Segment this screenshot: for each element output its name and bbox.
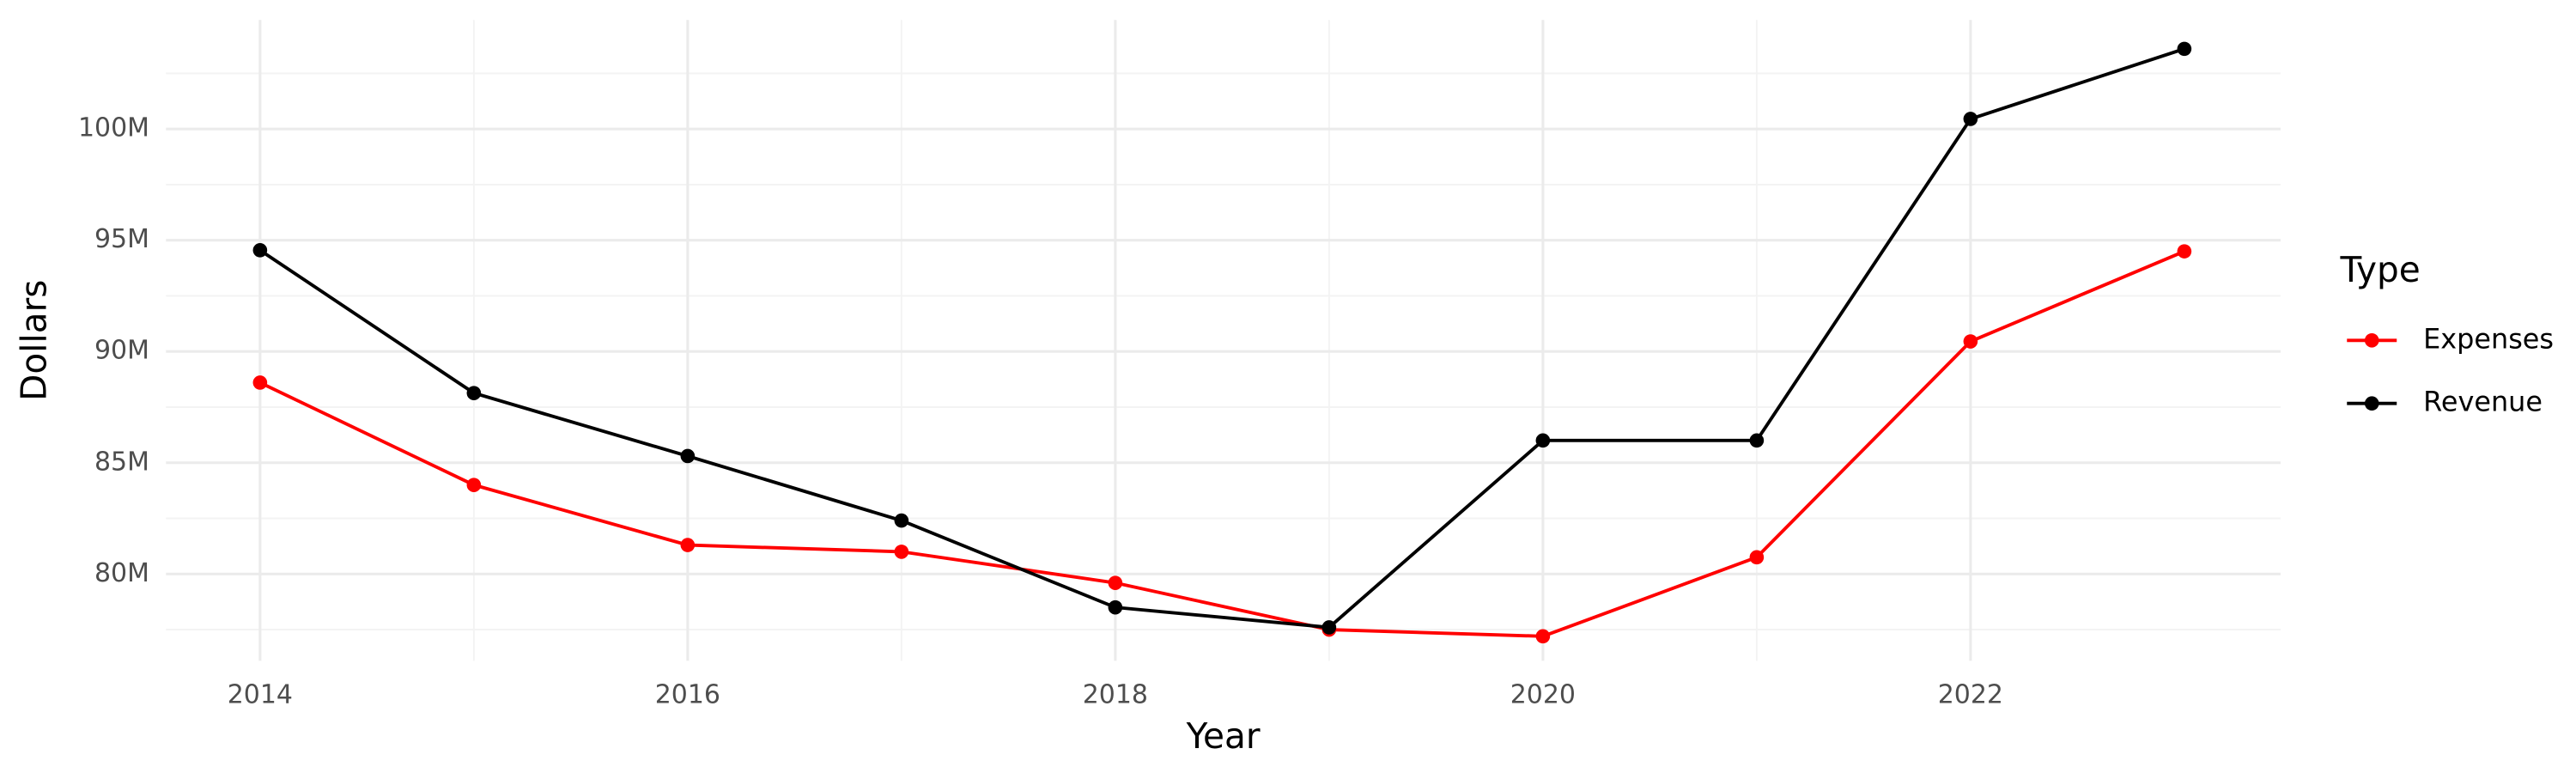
data-point [252,375,268,390]
data-point [466,478,482,492]
data-point [680,538,696,552]
legend-label: Expenses [2423,322,2554,355]
data-point [1535,433,1551,448]
data-point [1108,600,1123,615]
series-line [259,249,2185,638]
y-tick-label: 80M [94,558,149,588]
grid [166,20,2281,661]
data-point [1321,620,1337,635]
data-point [466,386,482,400]
legend-title: Type [2340,249,2421,290]
data-point [680,448,696,464]
legend-key-point [2364,396,2379,411]
data-point [1535,629,1551,644]
y-axis-title: Dollars [14,280,55,401]
y-tick-label: 90M [94,336,149,366]
data-point [1963,112,1978,126]
x-axis-title: Year [1186,715,1261,757]
data-point [2177,41,2192,57]
x-tick-label: 2018 [1083,679,1148,709]
legend-key-point [2364,332,2379,348]
y-tick-label: 95M [94,224,149,254]
series-line [258,47,2185,630]
x-tick-label: 2014 [228,679,293,709]
x-tick-label: 2016 [655,679,720,709]
data-point [1749,433,1765,448]
y-tick-label: 100M [78,113,149,143]
data-point [894,545,909,559]
data-point [2177,244,2192,259]
legend-label: Revenue [2423,386,2543,418]
data-point [252,243,268,258]
data-point [894,513,909,528]
x-tick-label: 2020 [1510,679,1576,709]
data-point [1963,334,1978,349]
y-tick-label: 85M [94,447,149,477]
data-point [1749,550,1765,565]
data-point [1108,575,1123,590]
x-tick-label: 2022 [1938,679,2003,709]
